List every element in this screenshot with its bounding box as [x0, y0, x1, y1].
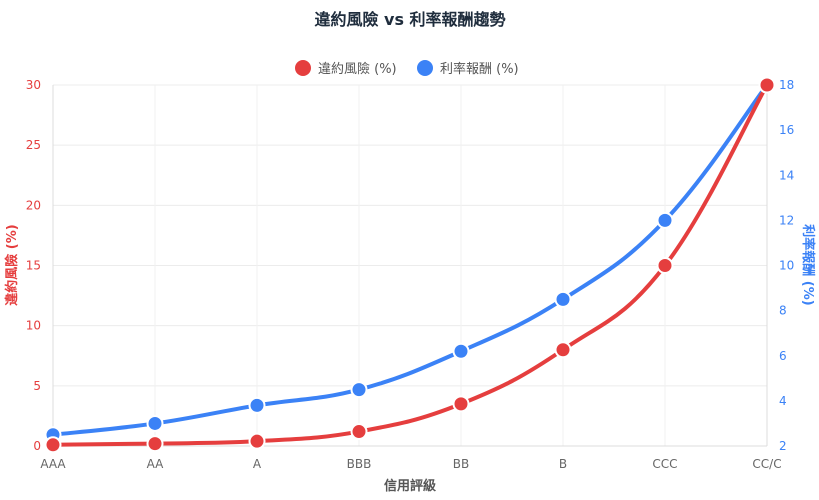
legend-label-0: 違約風險 (%): [318, 62, 397, 77]
legend-marker-1: [417, 60, 433, 76]
right-tick-label: 12: [779, 213, 794, 227]
left-y-axis: 0 5 10 15 20 25 30: [26, 78, 41, 453]
data-point-1-2[interactable]: [248, 396, 266, 414]
right-y-axis: 2 4 6 8 10 12 14 16 18: [779, 78, 794, 453]
data-point-0-2[interactable]: [248, 432, 266, 450]
x-tick-label: AA: [147, 457, 165, 471]
right-tick-label: 8: [779, 304, 787, 318]
x-tick-label: B: [559, 457, 567, 471]
x-tick-label: CCC: [652, 457, 677, 471]
data-point-0-1[interactable]: [146, 435, 164, 453]
x-axis: AAA AA A BBB BB B CCC CC/C: [40, 457, 781, 471]
data-point-1-6[interactable]: [656, 211, 674, 229]
legend[interactable]: 違約風險 (%) 利率報酬 (%): [295, 60, 519, 77]
data-point-0-3[interactable]: [350, 423, 368, 441]
data-point-0-7[interactable]: [758, 76, 776, 94]
right-tick-label: 4: [779, 394, 787, 408]
right-tick-label: 10: [779, 259, 794, 273]
right-tick-label: 2: [779, 439, 787, 453]
legend-marker-0: [295, 60, 311, 76]
right-tick-label: 6: [779, 349, 787, 363]
data-point-1-3[interactable]: [350, 381, 368, 399]
data-point-1-1[interactable]: [146, 414, 164, 432]
x-tick-label: AAA: [40, 457, 66, 471]
data-point-0-5[interactable]: [554, 341, 572, 359]
x-tick-label: CC/C: [752, 457, 781, 471]
left-tick-label: 20: [26, 198, 41, 212]
data-point-0-4[interactable]: [452, 395, 470, 413]
data-point-1-4[interactable]: [452, 342, 470, 360]
right-tick-label: 14: [779, 168, 794, 182]
data-point-0-0[interactable]: [44, 436, 62, 454]
x-tick-label: BB: [453, 457, 469, 471]
data-point-0-6[interactable]: [656, 257, 674, 274]
x-tick-label: BBB: [347, 457, 372, 471]
right-axis-title: 利率報酬 (%): [800, 224, 816, 305]
left-tick-label: 10: [26, 319, 41, 333]
left-tick-label: 5: [33, 379, 41, 393]
chart-title: 違約風險 vs 利率報酬趨勢: [314, 10, 505, 29]
data-point-1-5[interactable]: [554, 290, 572, 308]
left-tick-label: 0: [33, 439, 41, 453]
left-tick-label: 15: [26, 259, 41, 273]
series-points: [44, 76, 776, 454]
left-tick-label: 25: [26, 138, 41, 152]
legend-label-1: 利率報酬 (%): [440, 61, 519, 77]
left-tick-label: 30: [26, 78, 41, 92]
x-tick-label: A: [253, 457, 262, 471]
right-tick-label: 16: [779, 123, 794, 137]
x-axis-title: 信用評級: [384, 478, 436, 494]
right-tick-label: 18: [779, 78, 794, 92]
left-axis-title: 違約風險 (%): [4, 224, 20, 305]
